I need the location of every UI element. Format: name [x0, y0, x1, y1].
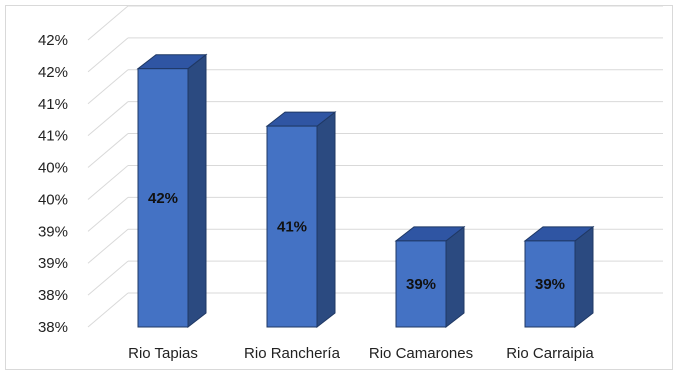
bar-front [137, 68, 189, 328]
x-category-label: Rio Tapias [128, 345, 198, 362]
y-tick-label: 38% [38, 287, 68, 304]
gridline-diagonal [87, 101, 129, 137]
gridline-diagonal [87, 196, 129, 232]
bars [136, 53, 595, 329]
y-tick-label: 39% [38, 223, 68, 240]
y-tick-label: 41% [38, 96, 68, 113]
gridline-diagonal [87, 292, 129, 328]
data-label: 41% [277, 219, 307, 236]
y-axis-ticks: 38% 38% 39% 39% 40% 40% 41% 41% 42% 42% [38, 32, 68, 336]
x-axis-categories: Rio Tapias Rio Ranchería Rio Camarones Rio … [128, 345, 594, 362]
data-label: 39% [535, 276, 565, 293]
y-tick-label: 42% [38, 64, 68, 81]
gridline-diagonal [87, 5, 129, 41]
y-tick-label: 42% [38, 32, 68, 49]
data-label: 39% [406, 276, 436, 293]
y-tick-label: 39% [38, 255, 68, 272]
gridline-diagonal [87, 165, 129, 200]
gridline-diagonal [87, 228, 129, 264]
gridline-diagonal [87, 37, 129, 73]
y-tick-label: 41% [38, 128, 68, 145]
gridline-diagonal [87, 260, 129, 296]
bar-side [316, 111, 336, 329]
y-tick-label: 40% [38, 191, 68, 208]
bar-side [187, 53, 207, 329]
x-category-label: Rio Camarones [369, 345, 473, 362]
x-category-label: Rio Ranchería [244, 345, 341, 362]
bar-front [395, 240, 447, 328]
y-tick-label: 40% [38, 160, 68, 177]
gridline-diagonal [87, 133, 129, 168]
gridline-diagonal [87, 69, 129, 105]
data-label: 42% [148, 190, 178, 207]
bar [523, 225, 595, 329]
bar-front [524, 240, 576, 328]
x-category-label: Rio Carraipia [506, 345, 594, 362]
bar-side [574, 225, 594, 329]
data-labels: 42% 41% 39% 39% [148, 190, 565, 293]
bar [394, 225, 466, 329]
bar-front [266, 125, 318, 328]
bar-side [445, 225, 465, 329]
bar [136, 53, 208, 329]
bar [265, 111, 337, 329]
y-tick-label: 38% [38, 319, 68, 336]
